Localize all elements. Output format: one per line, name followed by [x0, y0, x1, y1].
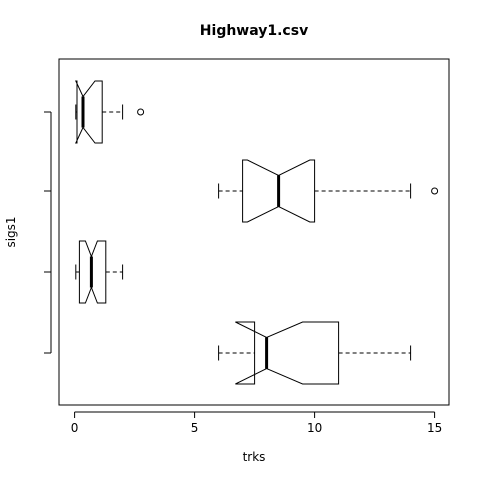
y-axis-label: sigs1 — [4, 216, 18, 247]
box-notched-outline — [242, 159, 316, 223]
x-tick-label: 15 — [427, 421, 442, 435]
outlier-point — [431, 187, 439, 195]
x-tick-label: 5 — [191, 421, 199, 435]
box-notched-outline — [75, 80, 103, 144]
box-notched-outline — [235, 321, 340, 385]
box-1 — [218, 321, 412, 385]
x-tick-label: 10 — [307, 421, 322, 435]
plot-frame — [58, 58, 450, 406]
x-tick-label: 0 — [71, 421, 79, 435]
boxes-layer — [75, 80, 439, 385]
box-2 — [75, 240, 124, 304]
chart-title: Highway1.csv — [200, 23, 308, 39]
box-3 — [218, 159, 439, 223]
y-axis — [44, 111, 52, 354]
box-4 — [75, 80, 145, 144]
outlier-point — [137, 108, 145, 116]
x-axis-label: trks — [243, 450, 266, 464]
box-notched-outline — [78, 240, 107, 304]
x-axis: 0 5 10 15 — [71, 411, 442, 435]
